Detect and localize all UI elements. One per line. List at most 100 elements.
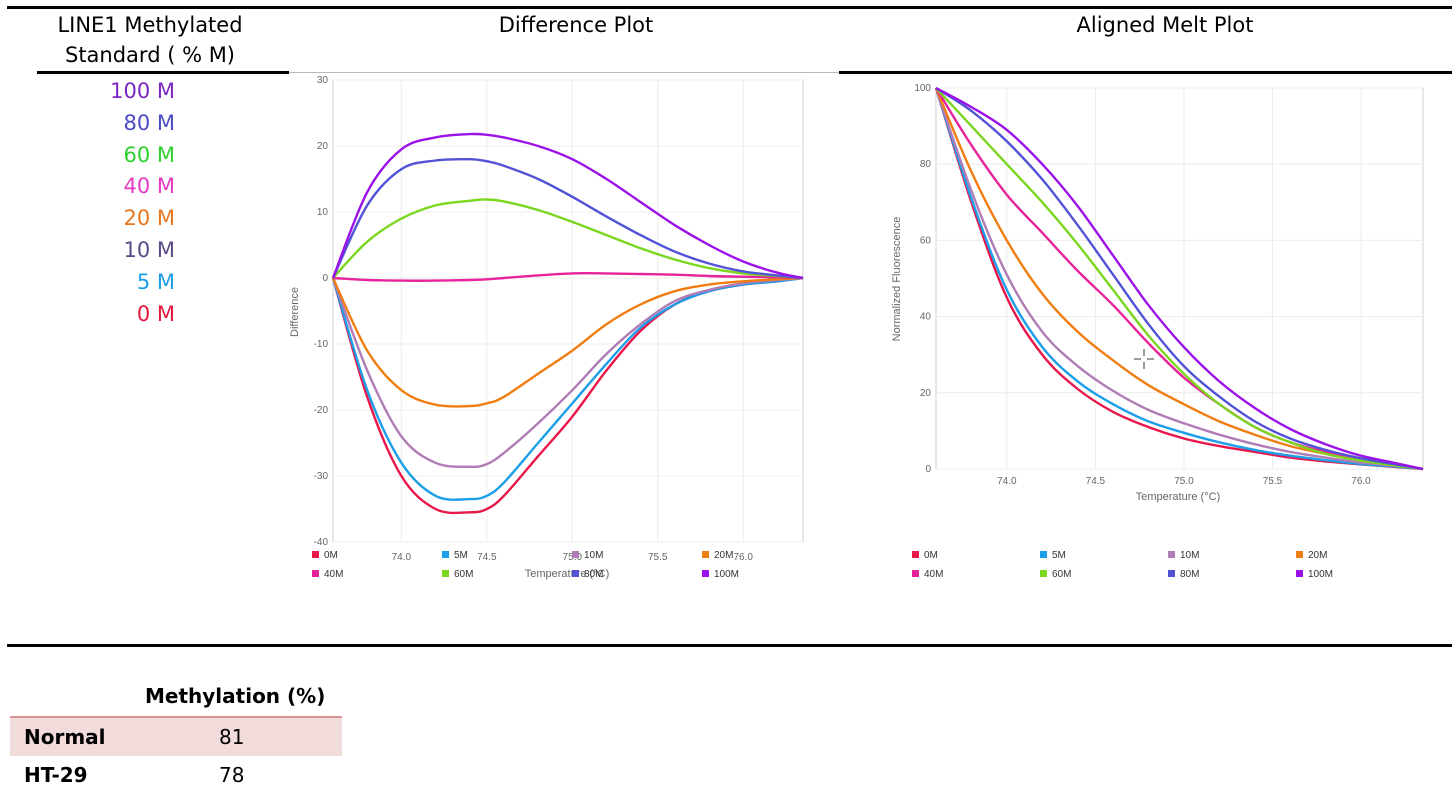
legend-label: 5M	[1052, 550, 1066, 561]
legend-label: 40M	[924, 569, 943, 580]
methylation-header: Methylation (%)	[145, 684, 326, 708]
legend-swatch	[572, 551, 579, 558]
legend-swatch	[912, 570, 919, 577]
top-rule	[7, 6, 1452, 9]
y-tick-label: 10	[317, 207, 329, 218]
legend-label: 100M	[1308, 569, 1333, 580]
y-tick-label: 0	[322, 273, 328, 284]
series-line-10M	[934, 87, 1424, 471]
standard-label: 10 M	[123, 237, 175, 262]
legend-label: 0M	[924, 550, 938, 561]
legend-swatch	[572, 570, 579, 577]
header-rule-mid	[289, 72, 839, 73]
legend-swatch	[442, 570, 449, 577]
x-tick-label: 74.5	[1086, 476, 1106, 487]
legend-label: 10M	[1180, 550, 1199, 561]
y-tick-label: -10	[314, 339, 329, 350]
series-line-20M	[331, 276, 804, 408]
legend-label: 80M	[584, 569, 603, 580]
standard-label: 5 M	[136, 269, 175, 294]
row-name: Normal	[24, 725, 106, 749]
series-line-100M	[331, 132, 804, 280]
x-tick-label: 74.0	[392, 552, 412, 563]
legend-swatch	[702, 570, 709, 577]
standards-header-line1: LINE1 Methylated	[57, 13, 243, 37]
legend-label: 40M	[324, 569, 343, 580]
y-axis-label: Difference	[289, 287, 301, 337]
y-tick-label: 20	[317, 141, 329, 152]
legend-swatch	[312, 551, 319, 558]
series-line-40M	[332, 271, 804, 282]
row-value: 81	[219, 725, 245, 749]
y-axis-label: Normalized Fluorescence	[891, 217, 903, 342]
y-tick-label: 30	[317, 75, 329, 86]
x-tick-label: 75.5	[1263, 476, 1283, 487]
y-tick-label: 60	[920, 235, 932, 246]
y-tick-label: -30	[314, 471, 329, 482]
series-line-10M	[331, 276, 804, 469]
standard-label: 0 M	[136, 301, 175, 326]
header-rule-left	[37, 71, 289, 74]
x-tick-label: 75.0	[1174, 476, 1194, 487]
legend-swatch	[442, 551, 449, 558]
legend-swatch	[1296, 551, 1303, 558]
legend-swatch	[702, 551, 709, 558]
y-tick-label: 20	[920, 388, 932, 399]
row-name: HT-29	[24, 763, 88, 787]
aligned-melt-plot: 100 80 60 40 20 0 74.0 74.5 75.0 75.5 76.0 Temperat…	[891, 83, 1424, 580]
x-axis-label: Temperature (°C)	[1136, 491, 1220, 503]
x-tick-label: 76.0	[733, 552, 753, 563]
series-line-5M	[934, 87, 1424, 471]
series-line-60M	[332, 198, 804, 280]
plot-frame	[332, 79, 804, 543]
legend-label: 100M	[714, 569, 739, 580]
series-line-60M	[935, 87, 1424, 471]
table-row: HT-29 78	[10, 756, 342, 794]
standard-label: 80 M	[123, 110, 175, 135]
x-tick-label: 74.0	[997, 476, 1017, 487]
standards-list: 100 M 80 M 60 M 40 M 20 M 10 M 5 M 0 M	[60, 76, 175, 330]
legend-label: 80M	[1180, 569, 1199, 580]
series-line-80M	[935, 86, 1424, 471]
y-tick-label: 40	[920, 312, 932, 323]
y-tick-label: -40	[314, 537, 329, 548]
legend-swatch	[1168, 570, 1175, 577]
legend-swatch	[1296, 570, 1303, 577]
standard-label: 60 M	[123, 142, 175, 167]
series-line-40M	[934, 87, 1424, 471]
y-tick-label: -20	[314, 405, 329, 416]
table-row: Normal 81	[10, 716, 342, 756]
legend-swatch	[312, 570, 319, 577]
legend-label: 0M	[324, 550, 338, 561]
header-rule-right	[839, 71, 1452, 74]
difference-plot: 3020100-10-20-30-4074.074.575.075.576.0T…	[289, 75, 804, 580]
melt-plot-header: Aligned Melt Plot	[1076, 13, 1254, 37]
y-tick-label: 0	[925, 464, 931, 475]
legend-label: 20M	[714, 550, 733, 561]
legend-swatch	[1168, 551, 1175, 558]
x-tick-label: 74.5	[477, 552, 497, 563]
standards-header: LINE1 Methylated Standard ( % M)	[20, 10, 280, 70]
legend-swatch	[1040, 570, 1047, 577]
standard-label: 40 M	[123, 174, 175, 199]
legend-label: 60M	[454, 569, 473, 580]
legend-label: 5M	[454, 550, 468, 561]
legend-label: 60M	[1052, 569, 1071, 580]
y-tick-label: 80	[920, 159, 932, 170]
series-line-80M	[331, 157, 804, 280]
standard-label: 100 M	[110, 79, 175, 103]
standard-label: 20 M	[123, 206, 175, 231]
x-tick-label: 76.0	[1351, 476, 1371, 487]
legend-swatch	[1040, 551, 1047, 558]
x-axis-label: Temperature (°C)	[525, 568, 609, 580]
y-tick-label: 100	[914, 83, 931, 94]
legend-label: 20M	[1308, 550, 1327, 561]
series-line-100M	[935, 86, 1424, 471]
section-rule	[7, 644, 1452, 647]
legend-label: 10M	[584, 550, 603, 561]
legend-swatch	[912, 551, 919, 558]
difference-plot-header: Difference Plot	[498, 13, 654, 37]
crosshair-cursor-icon	[1134, 349, 1154, 369]
x-tick-label: 75.5	[648, 552, 668, 563]
row-value: 78	[219, 763, 245, 787]
